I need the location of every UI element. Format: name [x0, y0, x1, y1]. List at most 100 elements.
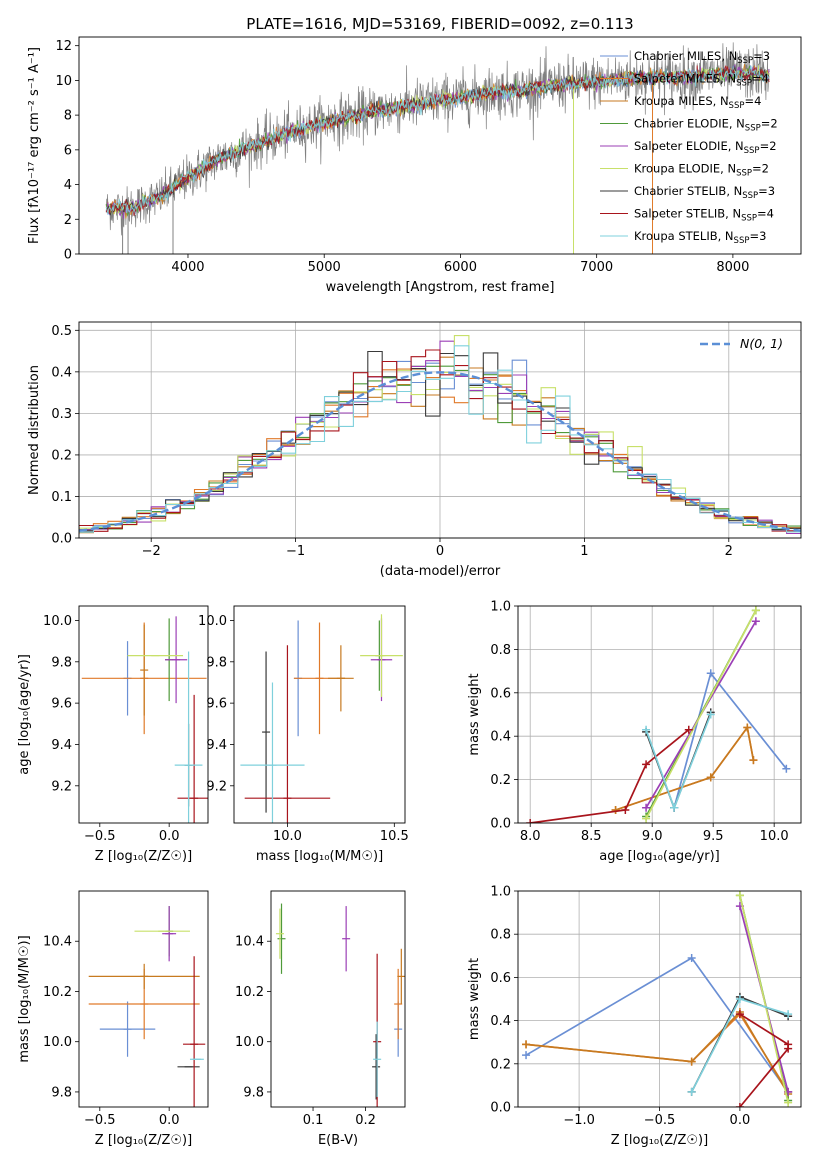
y-tick-label: 9.8 [51, 655, 72, 670]
y-tick-label: 10.0 [43, 614, 72, 629]
y-tick-label: 9.6 [51, 697, 72, 712]
x-tick-label: 9.5 [703, 829, 724, 844]
y-tick-label: 0.1 [51, 490, 72, 505]
x-axis-label: (data-model)/error [380, 564, 501, 579]
axes-frame [517, 605, 802, 824]
x-tick-label: −0.5 [84, 829, 116, 844]
plus-marker [784, 1098, 793, 1107]
plus-marker [642, 814, 651, 823]
x-tick-label: 0.1 [303, 1113, 324, 1128]
x-tick-label: −2 [142, 544, 161, 559]
y-tick-label: 0 [64, 248, 72, 263]
residuals-axes: −2 −1 0 1 2 0.0 0.1 0.2 0.3 0.4 0.5 (data-model)/er… [27, 321, 802, 579]
y-tick-label: 10.0 [235, 1035, 264, 1050]
series-line-5 [739, 895, 789, 1103]
legend-entry: Salpeter MILES, NSSP=4 [634, 72, 769, 89]
x-tick-label: 4000 [171, 260, 204, 275]
x-axis-label: age [log₁₀(age/yr)] [599, 849, 720, 864]
y-tick-label: 9.4 [51, 738, 72, 753]
plus-marker [642, 803, 651, 812]
x-tick-label: 7000 [580, 260, 613, 275]
x-tick-label: 8000 [716, 260, 749, 275]
legend-entry: Salpeter STELIB, NSSP=4 [634, 207, 774, 224]
y-tick-label: 9.4 [206, 738, 227, 753]
series-line-7 [530, 729, 690, 823]
x-tick-label: 0 [436, 544, 444, 559]
series-line-2 [615, 725, 755, 811]
y-tick-label: 0.6 [490, 686, 511, 701]
plus-marker [735, 1103, 744, 1107]
y-tick-label: 12 [55, 39, 72, 54]
plus-marker [784, 1044, 793, 1053]
x-tick-label: 0.0 [159, 829, 180, 844]
y-tick-label: 4 [64, 178, 72, 193]
age_vs_mass-axes: 10.0 10.5 9.2 9.4 9.6 9.8 10.0 mass [log₁₀(M/M☉… [198, 605, 409, 864]
y-tick-label: 10.0 [43, 1035, 72, 1050]
plus-marker [522, 1051, 531, 1060]
series-line-5 [645, 609, 757, 820]
y-tick-label: 9.8 [51, 1085, 72, 1100]
legend-entry: Kroupa STELIB, NSSP=3 [634, 229, 766, 246]
plus-marker [687, 1087, 696, 1096]
y-tick-label: 10 [55, 74, 72, 89]
x-tick-label: 8.0 [520, 829, 541, 844]
y-tick-label: 0.0 [51, 532, 72, 547]
series-line-2 [525, 1010, 789, 1095]
axes-frame [517, 890, 802, 1108]
y-axis-label: mass [log₁₀(M/M☉)] [17, 935, 32, 1062]
x-tick-label: 2 [725, 544, 733, 559]
mass_vs_Z-points [88, 906, 206, 1107]
plus-marker [749, 756, 758, 765]
x-axis-label: Z [log₁₀(Z/Z☉)] [611, 1133, 708, 1148]
series-line-0 [525, 956, 789, 1093]
plus-marker [642, 725, 651, 734]
histogram-group [79, 335, 801, 535]
plus-marker [782, 764, 791, 773]
weight_vs_Z-axes: −1.0 −0.5 0.0 0.0 0.2 0.4 0.6 0.8 1.0 Z [log₁₀(Z/… [467, 885, 802, 1148]
plus-marker [706, 710, 715, 719]
y-tick-label: 9.8 [243, 1085, 264, 1100]
spectrum-data-group [105, 42, 770, 254]
y-tick-label: 10.2 [235, 985, 264, 1000]
age_vs_Z-points [81, 616, 208, 823]
x-axis-label: Z [log₁₀(Z/Z☉)] [95, 849, 192, 864]
y-tick-label: 0.3 [51, 407, 72, 422]
y-tick-label: 0.2 [490, 1057, 511, 1072]
x-tick-label: 9.0 [642, 829, 663, 844]
x-tick-label: 0.0 [730, 1113, 751, 1128]
age_vs_mass-points [240, 614, 403, 823]
y-tick-label: 0.4 [51, 365, 72, 380]
y-tick-label: 0.4 [490, 1014, 511, 1029]
plus-marker [611, 805, 620, 814]
y-tick-label: 10.4 [43, 935, 72, 950]
y-axis-label: age [log₁₀(age/yr)] [17, 654, 32, 775]
y-axis-label: mass weight [467, 673, 482, 755]
y-axis-label: mass weight [467, 958, 482, 1040]
x-tick-label: 10.0 [760, 829, 789, 844]
y-tick-label: 0.4 [490, 730, 511, 745]
x-axis-label: Z [log₁₀(Z/Z☉)] [95, 1133, 192, 1148]
plus-marker [706, 669, 715, 678]
plus-marker [743, 723, 752, 732]
x-tick-label: 1 [580, 544, 588, 559]
y-tick-label: 0.0 [490, 1101, 511, 1116]
age_vs_Z-axes: −0.5 0.0 9.2 9.4 9.6 9.8 10.0 Z [log₁₀(Z/Z☉)] ag… [17, 605, 209, 864]
plus-marker [526, 819, 535, 823]
mass_vs_ebv-axes: 0.1 0.2 9.8 10.0 10.2 10.4 E(B-V) [235, 890, 406, 1148]
x-axis-label: wavelength [Angstrom, rest frame] [326, 280, 555, 295]
plus-marker [687, 953, 696, 962]
spectrum-legend: Chabrier MILES, NSSP=3 Salpeter MILES, NS… [600, 49, 778, 246]
plus-marker [735, 891, 744, 900]
plus-marker [784, 1010, 793, 1019]
mass_vs_Z-axes: −0.5 0.0 9.8 10.0 10.2 10.4 Z [log₁₀(Z/Z☉)] mas… [17, 890, 209, 1148]
plus-marker [670, 803, 679, 812]
x-tick-label: 10.5 [380, 829, 409, 844]
weight_vs_age-lines [526, 606, 791, 823]
normal-curve [79, 371, 801, 532]
x-tick-label: −1.0 [563, 1113, 595, 1128]
legend-entry: Chabrier MILES, NSSP=3 [634, 49, 770, 66]
x-tick-label: 0.0 [159, 1113, 180, 1128]
plus-marker [751, 617, 760, 626]
y-tick-label: 0.0 [490, 817, 511, 832]
